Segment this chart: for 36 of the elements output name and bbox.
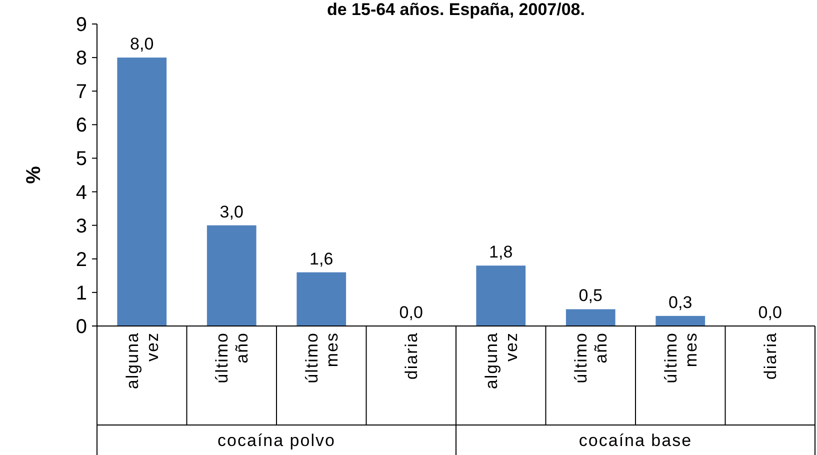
x-tick-label: último año [572, 332, 611, 384]
data-label: 1,8 [489, 242, 513, 262]
y-tick-label: 7 [76, 81, 87, 104]
x-tick-label: diaria [761, 332, 780, 380]
text: cocaína polvo [218, 431, 336, 450]
x-tick-label: último mes [302, 332, 342, 384]
y-tick-label: 2 [76, 248, 87, 271]
data-label: 0,3 [668, 292, 692, 312]
y-tick-label: 1 [76, 282, 87, 304]
bar [656, 316, 706, 326]
data-label: 0,0 [399, 303, 423, 322]
data-label: 0,0 [758, 303, 782, 322]
data-label: 3,0 [220, 202, 244, 222]
bar [296, 272, 346, 326]
data-label: 1,6 [310, 249, 334, 268]
data-label: 8,0 [130, 34, 154, 54]
bar [206, 225, 256, 326]
y-tick-label: 0 [76, 316, 87, 338]
text: cocaína base [578, 431, 692, 450]
x-tick-label: último año [212, 332, 252, 384]
y-tick-label: 5 [76, 148, 87, 170]
y-tick-label: 8 [76, 48, 87, 70]
x-tick-label: último mes [661, 332, 700, 384]
chart-title: de 15-64 años. España, 2007/08. [327, 0, 585, 19]
x-tick-label: alguna vez [122, 332, 162, 390]
y-tick-label: 3 [76, 215, 87, 238]
bar [476, 266, 526, 326]
y-tick-label: 9 [76, 14, 87, 36]
data-label: 0,5 [578, 286, 602, 306]
y-tick-label: 4 [76, 182, 87, 204]
y-axis-title: % [23, 166, 45, 184]
bar [566, 309, 616, 326]
bar [117, 58, 167, 326]
x-tick-label: diaria [402, 332, 422, 380]
x-tick-label: alguna vez [482, 332, 521, 390]
y-tick-label: 6 [76, 114, 87, 137]
